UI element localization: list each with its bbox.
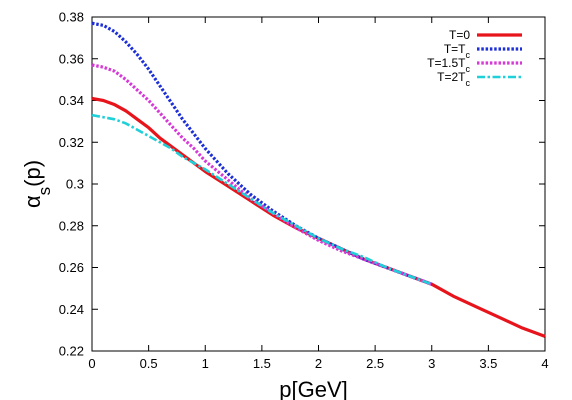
y-tick-label: 0.3 — [66, 177, 84, 192]
legend-label-subscript: c — [466, 50, 471, 60]
y-tick-label: 0.22 — [59, 344, 84, 359]
x-tick-label: 0 — [88, 356, 95, 371]
axes: 0 0.5 1 1.5 2 2.5 3 3.5 4 0.22 0.24 0.26 0.28 0.3 0.32… — [59, 10, 549, 372]
y-tick-label: 0.24 — [59, 302, 84, 317]
legend-label-1: T=0 — [449, 28, 470, 42]
legend-label-2: T=Tc — [444, 42, 471, 60]
y-axis-title-suffix: (p) — [20, 160, 45, 187]
y-axis-title: αs(p) — [20, 160, 54, 208]
series-line-4 — [91, 113, 433, 286]
x-tick-label: 3 — [428, 356, 435, 371]
plot-frame — [91, 16, 546, 352]
axis-titles: p[GeV] αs(p) — [20, 160, 348, 400]
x-tick-label: 4 — [541, 356, 548, 371]
y-tick-label: 0.34 — [59, 93, 84, 108]
y-tick-label: 0.26 — [59, 260, 84, 275]
x-axis-title: p[GeV] — [279, 377, 347, 400]
y-tick-label: 0.38 — [59, 10, 84, 25]
series-line-2 — [91, 21, 433, 286]
series-layer — [91, 21, 546, 338]
x-tick-label: 3.5 — [479, 356, 497, 371]
y-axis-title-subscript: s — [35, 187, 54, 196]
series-line-3 — [91, 63, 433, 286]
x-tick-label: 0.5 — [140, 356, 158, 371]
legend-label-subscript: c — [466, 64, 471, 74]
y-tick-label: 0.28 — [59, 218, 84, 233]
x-tick-label: 1 — [202, 356, 209, 371]
series-line-1 — [91, 96, 546, 338]
legend-label-4: T=2Tc — [437, 70, 470, 88]
x-tick-label: 2.5 — [366, 356, 384, 371]
y-tick-label: 0.36 — [59, 51, 84, 66]
legend-label-subscript: c — [466, 78, 471, 88]
x-tick-label: 1.5 — [253, 356, 271, 371]
y-tick-label: 0.32 — [59, 135, 84, 150]
x-tick-label: 2 — [315, 356, 322, 371]
legend-label-3: T=1.5Tc — [427, 56, 470, 74]
